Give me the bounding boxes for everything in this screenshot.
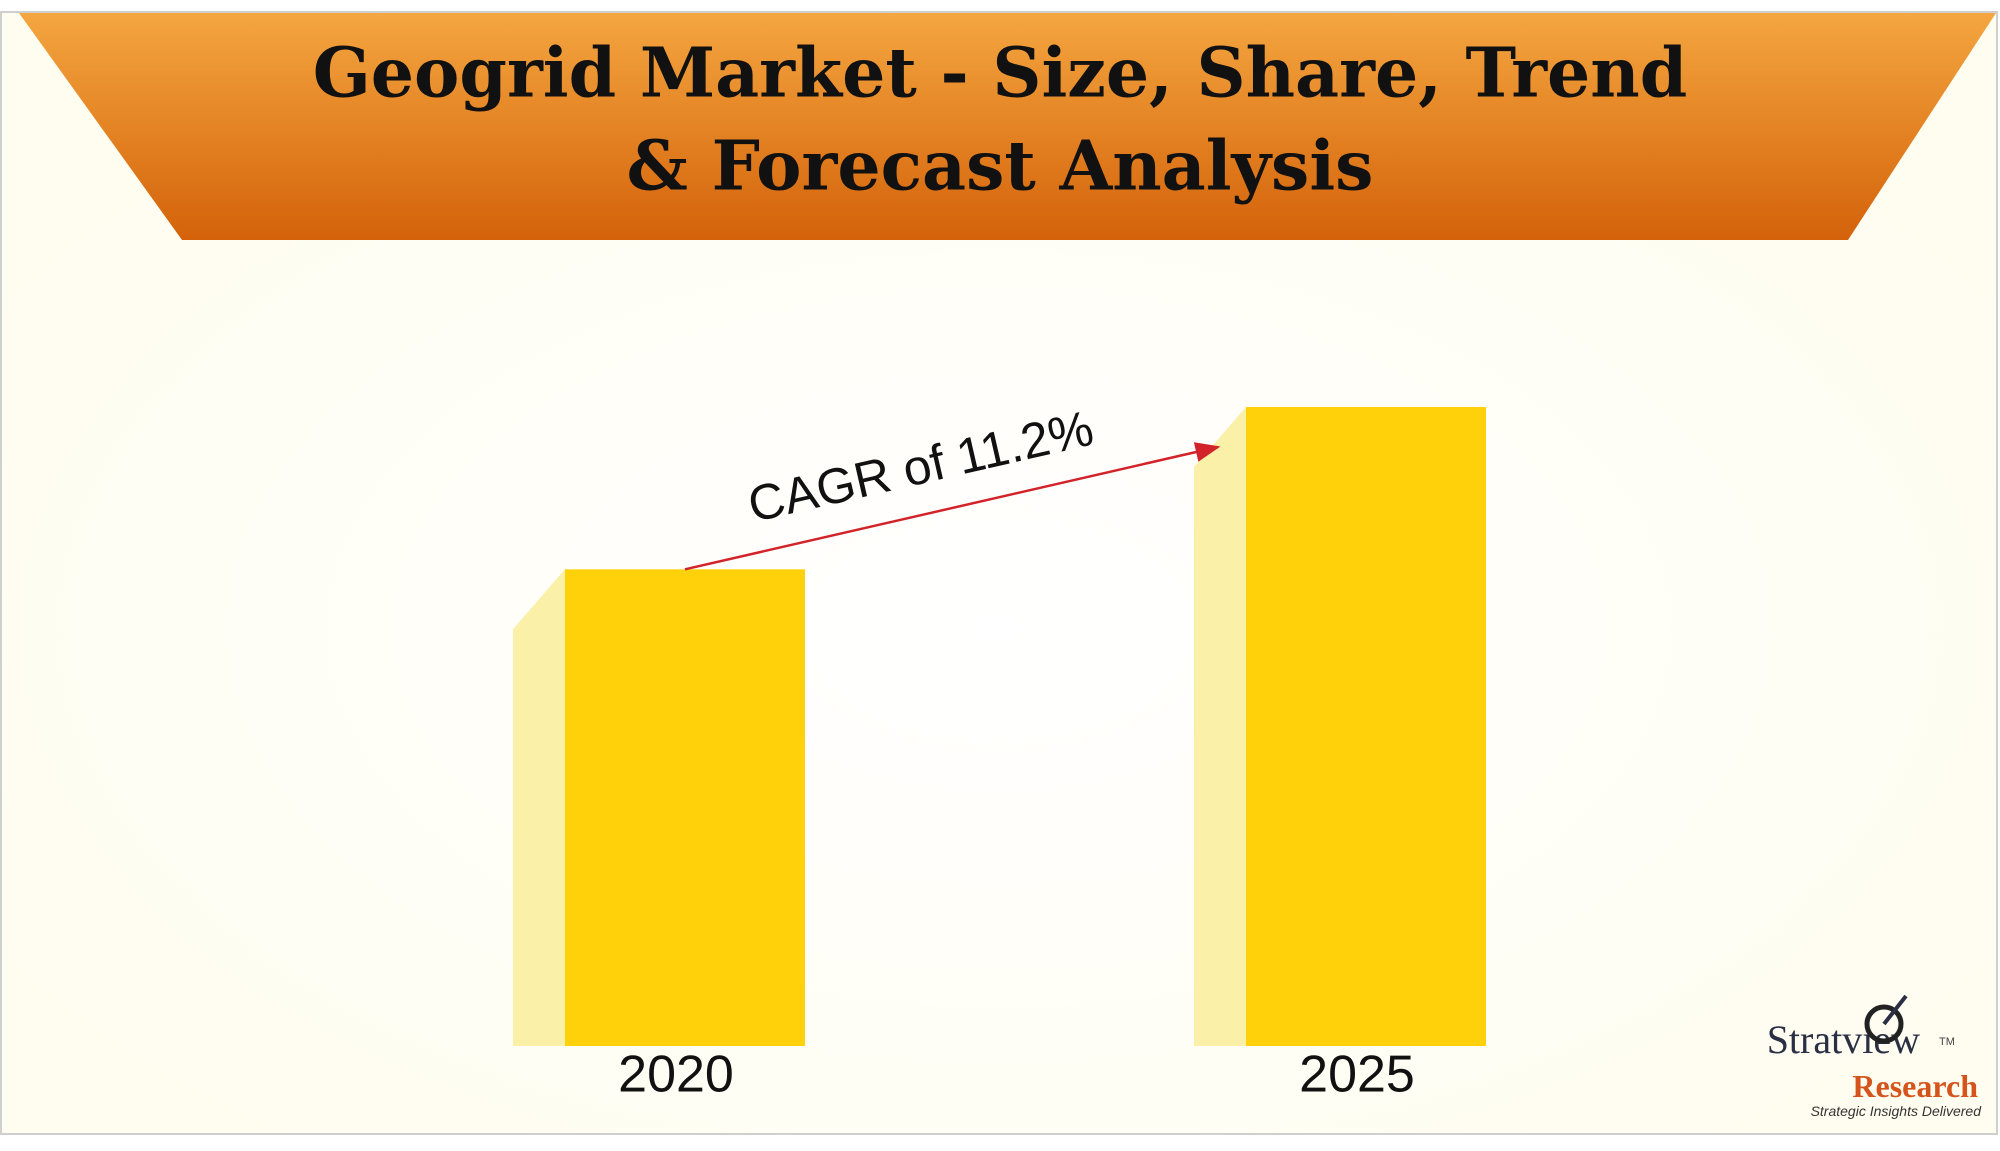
brand-mark: TM [1939,1036,1955,1048]
chart-title: Geogrid Market - Size, Share, Trend [313,34,1688,114]
brand-logo [1864,1004,1904,1044]
brand-logo [1882,994,1908,1026]
bar [565,569,805,1046]
brand-tagline: Strategic Insights Delivered [1811,1103,1983,1119]
bar-side [513,569,565,1046]
brand-subname: Research [1852,1068,1978,1104]
chart-title: & Forecast Analysis [627,127,1374,207]
title-banner [19,13,1996,240]
bar [1246,407,1486,1046]
bar-side [1194,407,1246,1046]
cagr-arrow [684,442,1221,571]
x-tick-label: 2025 [1299,1046,1415,1104]
x-tick-label: 2020 [618,1046,734,1104]
brand-name: Stratview [1767,1017,1920,1062]
